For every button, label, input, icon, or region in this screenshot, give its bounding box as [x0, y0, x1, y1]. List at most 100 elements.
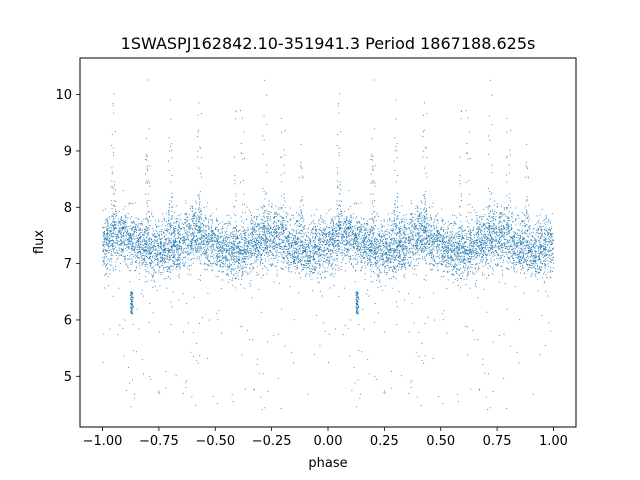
data-point	[116, 236, 118, 238]
data-point	[337, 224, 339, 226]
data-point	[431, 219, 432, 220]
data-point	[323, 241, 325, 243]
data-point	[277, 243, 279, 245]
data-point	[521, 268, 523, 270]
data-point	[250, 244, 252, 246]
data-point	[481, 233, 482, 235]
data-point	[345, 263, 347, 264]
data-point	[178, 265, 180, 267]
data-point	[464, 248, 466, 249]
data-point	[426, 113, 428, 115]
data-point	[407, 227, 409, 229]
data-point	[532, 240, 534, 242]
data-point	[547, 271, 549, 273]
data-point	[267, 220, 269, 221]
data-point	[395, 225, 397, 227]
data-point	[437, 270, 439, 272]
data-point	[413, 252, 415, 254]
data-point	[151, 233, 153, 235]
data-point	[344, 221, 346, 223]
data-point	[470, 238, 472, 240]
data-point	[455, 237, 457, 239]
data-point	[449, 223, 451, 224]
data-point	[208, 220, 210, 222]
data-point	[352, 239, 354, 241]
data-point	[254, 261, 256, 263]
data-point	[131, 243, 133, 245]
data-point	[213, 239, 215, 241]
data-point	[226, 245, 227, 247]
data-point	[205, 254, 207, 256]
data-point	[285, 227, 287, 228]
data-point	[270, 245, 272, 247]
data-point	[493, 227, 495, 229]
data-point	[382, 259, 384, 261]
data-point	[118, 255, 120, 257]
data-point	[123, 232, 125, 234]
data-point	[371, 213, 373, 215]
data-point	[262, 249, 264, 251]
data-point	[425, 222, 427, 224]
data-point	[457, 278, 459, 280]
data-point	[341, 261, 342, 263]
data-point	[218, 246, 220, 247]
data-point	[392, 269, 394, 271]
data-point	[210, 247, 212, 249]
data-point	[184, 213, 186, 215]
data-point	[306, 249, 308, 251]
data-point	[256, 364, 258, 366]
data-point	[203, 263, 205, 265]
data-point	[398, 263, 400, 264]
data-point	[326, 213, 328, 214]
data-point	[396, 254, 398, 256]
data-point	[361, 351, 363, 353]
data-point	[477, 254, 478, 256]
data-point	[137, 257, 139, 258]
data-point	[465, 249, 467, 251]
data-point	[442, 256, 444, 258]
data-point	[163, 235, 165, 237]
data-point	[399, 251, 400, 253]
data-point	[340, 189, 342, 191]
data-point	[514, 271, 515, 273]
data-point	[510, 227, 512, 228]
data-point	[251, 231, 253, 233]
data-point	[426, 226, 428, 228]
data-point	[332, 223, 334, 225]
data-point	[492, 230, 494, 232]
data-point	[447, 270, 448, 272]
data-point	[362, 226, 364, 228]
data-point	[411, 380, 413, 382]
data-point	[395, 223, 397, 225]
data-point	[325, 234, 327, 236]
data-point	[459, 230, 460, 232]
data-point	[506, 242, 508, 244]
data-point	[204, 268, 206, 270]
data-point	[414, 228, 415, 230]
data-point	[494, 229, 496, 230]
data-point	[515, 262, 517, 264]
data-point	[454, 239, 456, 241]
data-point	[126, 226, 128, 228]
data-point	[451, 250, 453, 252]
data-point	[469, 271, 471, 273]
data-point	[392, 228, 394, 230]
data-point	[543, 255, 545, 257]
data-point	[298, 253, 300, 255]
data-point	[418, 216, 420, 218]
data-point	[133, 242, 135, 244]
data-point	[111, 145, 113, 146]
data-point	[481, 246, 483, 248]
data-point	[535, 263, 537, 265]
data-point	[478, 252, 480, 254]
data-point	[500, 244, 502, 246]
data-point	[489, 230, 491, 232]
data-point	[386, 274, 388, 275]
data-point	[431, 240, 433, 242]
data-point	[236, 247, 238, 249]
data-point	[493, 259, 495, 261]
data-point	[235, 245, 237, 247]
data-point	[193, 213, 195, 214]
data-point	[519, 252, 521, 254]
data-point	[488, 237, 490, 239]
